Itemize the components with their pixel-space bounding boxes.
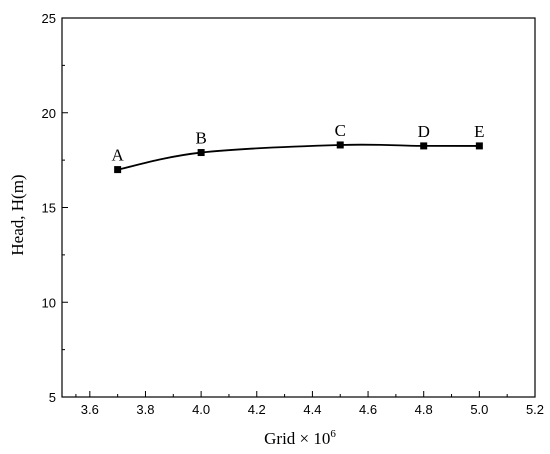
point-marker-a [114, 166, 122, 174]
y-tick-label: 10 [42, 295, 56, 310]
point-marker-d [420, 142, 428, 150]
point-label-e: E [474, 122, 484, 141]
y-tick-label: 5 [49, 390, 56, 405]
point-marker-b [197, 149, 205, 157]
x-tick-label: 4.6 [359, 402, 377, 417]
x-tick-label: 3.8 [136, 402, 154, 417]
x-tick-label: 4.0 [192, 402, 210, 417]
y-axis-ticks: 5 10 15 20 25 [42, 11, 68, 405]
x-tick-label: 5.0 [470, 402, 488, 417]
series-line [117, 143, 480, 171]
y-tick-label: 25 [42, 11, 56, 26]
series-layer: A B C D E [112, 121, 485, 174]
point-label-b: B [195, 129, 206, 148]
x-tick-label: 4.8 [415, 402, 433, 417]
x-axis-label: Grid × 10 [264, 429, 330, 448]
x-tick-label: 5.2 [526, 402, 544, 417]
plot-border [61, 17, 536, 398]
point-marker-c [336, 141, 344, 149]
plot-frame [61, 17, 536, 398]
x-tick-label: 4.2 [248, 402, 266, 417]
point-marker-e [475, 142, 483, 150]
x-axis-exponent: 6 [330, 428, 336, 440]
y-tick-label: 20 [42, 106, 56, 121]
x-axis-ticks: 3.6 3.8 4.0 4.2 4.4 4.6 4.8 5.0 5.2 [75, 391, 544, 417]
x-axis-title: Grid × 106 [264, 428, 336, 448]
x-tick-label: 4.4 [303, 402, 321, 417]
point-label-c: C [335, 121, 346, 140]
point-label-d: D [418, 122, 430, 141]
y-tick-label: 15 [42, 201, 56, 216]
y-axis-title: Head, H(m) [8, 174, 27, 255]
point-label-a: A [112, 146, 125, 165]
x-tick-label: 3.6 [81, 402, 99, 417]
